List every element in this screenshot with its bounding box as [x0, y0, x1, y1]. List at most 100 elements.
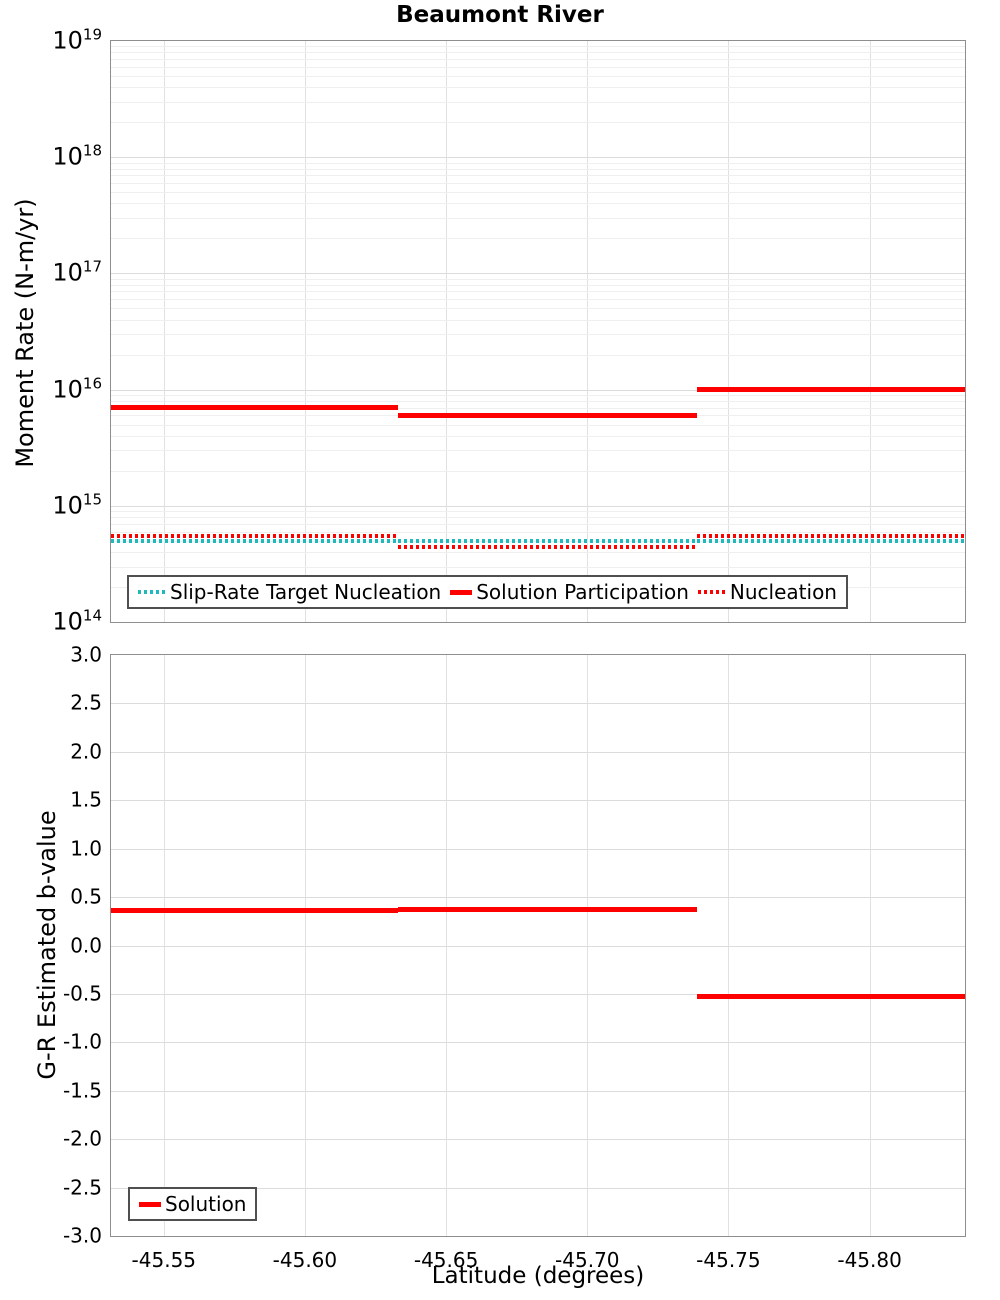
legend-label-solution: Solution	[165, 1192, 247, 1216]
y-gridline	[111, 993, 965, 995]
y-minor-gridline	[111, 59, 965, 60]
y-minor-gridline	[111, 308, 965, 310]
x-gridline	[728, 41, 730, 622]
y-tick-label: 0.0	[70, 933, 102, 958]
y-minor-gridline	[111, 400, 965, 402]
y-minor-gridline	[111, 192, 965, 194]
x-tick-label: -45.65	[413, 1248, 479, 1272]
y-minor-gridline	[111, 46, 965, 48]
solution-participation-sample-line	[450, 589, 473, 595]
y-tick-exponent: 15	[82, 490, 102, 509]
y-tick-label: -1.0	[62, 1029, 102, 1054]
x-gridline	[163, 41, 165, 622]
y-gridline	[111, 1139, 965, 1141]
y-minor-gridline	[111, 424, 965, 426]
y-gridline	[111, 273, 965, 275]
y-minor-gridline	[111, 162, 965, 164]
y-minor-gridline	[111, 168, 965, 170]
y-tick-label: -1.5	[62, 1078, 102, 1103]
x-tick-label: -45.70	[555, 1248, 620, 1272]
y-minor-gridline	[111, 122, 965, 124]
y-minor-gridline	[111, 319, 965, 321]
y-minor-gridline	[111, 566, 965, 568]
x-gridline	[446, 41, 448, 622]
legend-item-nucleation: Nucleation	[697, 580, 837, 604]
series-segment-solution-participation	[111, 405, 399, 411]
y-minor-gridline	[111, 523, 965, 525]
y-gridline	[111, 157, 965, 159]
legend-label-nucleation: Nucleation	[729, 580, 837, 604]
y-gridline	[111, 1042, 965, 1044]
x-gridline	[304, 41, 306, 622]
y-tick-label: 1015	[52, 490, 102, 520]
y-minor-gridline	[111, 407, 965, 409]
moment-rate-plot: 1019 1018 1017 1016 1015 1014 Slip-Rate Target…	[52, 27, 966, 634]
y-tick-label: 2.0	[70, 739, 102, 764]
y-tick-label: 1016	[52, 374, 102, 404]
y-tick-exponent: 17	[82, 257, 102, 276]
y-tick-label: -3.0	[62, 1223, 102, 1248]
y-minor-gridline	[111, 238, 965, 240]
slip-rate-target-nucleation-sample-line	[138, 590, 166, 594]
y-minor-gridline	[111, 203, 965, 205]
series-segment-solution-participation	[697, 387, 965, 393]
y-gridline	[111, 703, 965, 705]
y-tick-label: 1018	[52, 141, 102, 171]
y-tick-label: 1.0	[70, 836, 102, 861]
y-gridline	[111, 1187, 965, 1189]
y-gridline	[111, 800, 965, 802]
y-tick-label: 3.0	[70, 642, 102, 667]
y-minor-gridline	[111, 278, 965, 280]
y-gridline	[111, 751, 965, 753]
series-segment-slip-rate-target-nucleation	[111, 538, 399, 543]
x-gridline	[587, 41, 589, 622]
y-gridline	[111, 389, 965, 391]
x-axis-title-latitude: Latitude (degrees)	[431, 1263, 645, 1289]
series-segment-nucleation	[697, 534, 965, 538]
y-minor-gridline	[111, 76, 965, 77]
series-segment-solution	[697, 994, 965, 1000]
y-tick-label: 1017	[52, 257, 102, 287]
y-tick-label: -2.5	[62, 1175, 102, 1200]
y-minor-gridline	[111, 552, 965, 553]
series-segment-nucleation	[111, 534, 399, 538]
series-segment-nucleation	[398, 545, 698, 550]
legend-item-solution-participation: Solution Participation	[450, 580, 689, 604]
y-tick-label: 1.5	[70, 787, 102, 812]
y-minor-gridline	[111, 183, 965, 184]
y-tick-exponent: 18	[82, 141, 102, 160]
solution-sample-line	[139, 1201, 161, 1207]
y-minor-gridline	[111, 218, 965, 219]
series-segment-solution-participation	[398, 412, 698, 418]
x-tick-label: -45.75	[696, 1248, 761, 1272]
x-gridline	[869, 41, 871, 622]
y-tick-label: 1019	[52, 25, 102, 55]
y-gridline	[111, 897, 965, 899]
y-minor-gridline	[111, 291, 965, 293]
y-tick-label: 0.5	[70, 884, 102, 909]
y-minor-gridline	[111, 354, 965, 356]
y-gridline	[111, 848, 965, 850]
y-minor-gridline	[111, 284, 965, 286]
y-minor-gridline	[111, 175, 965, 177]
y-tick-exponent: 14	[82, 606, 102, 625]
y-tick-exponent: 19	[82, 25, 102, 44]
legend-label-slip-rate-target-nucleation: Slip-Rate Target Nucleation	[170, 580, 442, 604]
y-minor-gridline	[111, 334, 965, 336]
y-minor-gridline	[111, 517, 965, 519]
legend-item-solution: Solution	[139, 1192, 246, 1216]
series-segment-slip-rate-target-nucleation	[398, 538, 698, 543]
x-tick-label: -45.80	[837, 1248, 902, 1272]
nucleation-sample-line	[697, 590, 726, 594]
y-axis-title-b-value: G-R Estimated b-value	[33, 810, 61, 1080]
y-minor-gridline	[111, 394, 965, 396]
y-minor-gridline	[111, 87, 965, 89]
y-tick-label: -0.5	[62, 981, 102, 1006]
x-tick-label: -45.60	[272, 1248, 338, 1272]
y-minor-gridline	[111, 470, 965, 472]
y-axis-title-moment-rate: Moment Rate (N-m/yr)	[11, 198, 39, 468]
y-minor-gridline	[111, 511, 965, 513]
b-value-plot: -45.55 -45.60 -45.65 -45.70 -45.75 -45.80 3.0 2…	[63, 645, 966, 1272]
x-tick-label: -45.55	[131, 1248, 197, 1272]
